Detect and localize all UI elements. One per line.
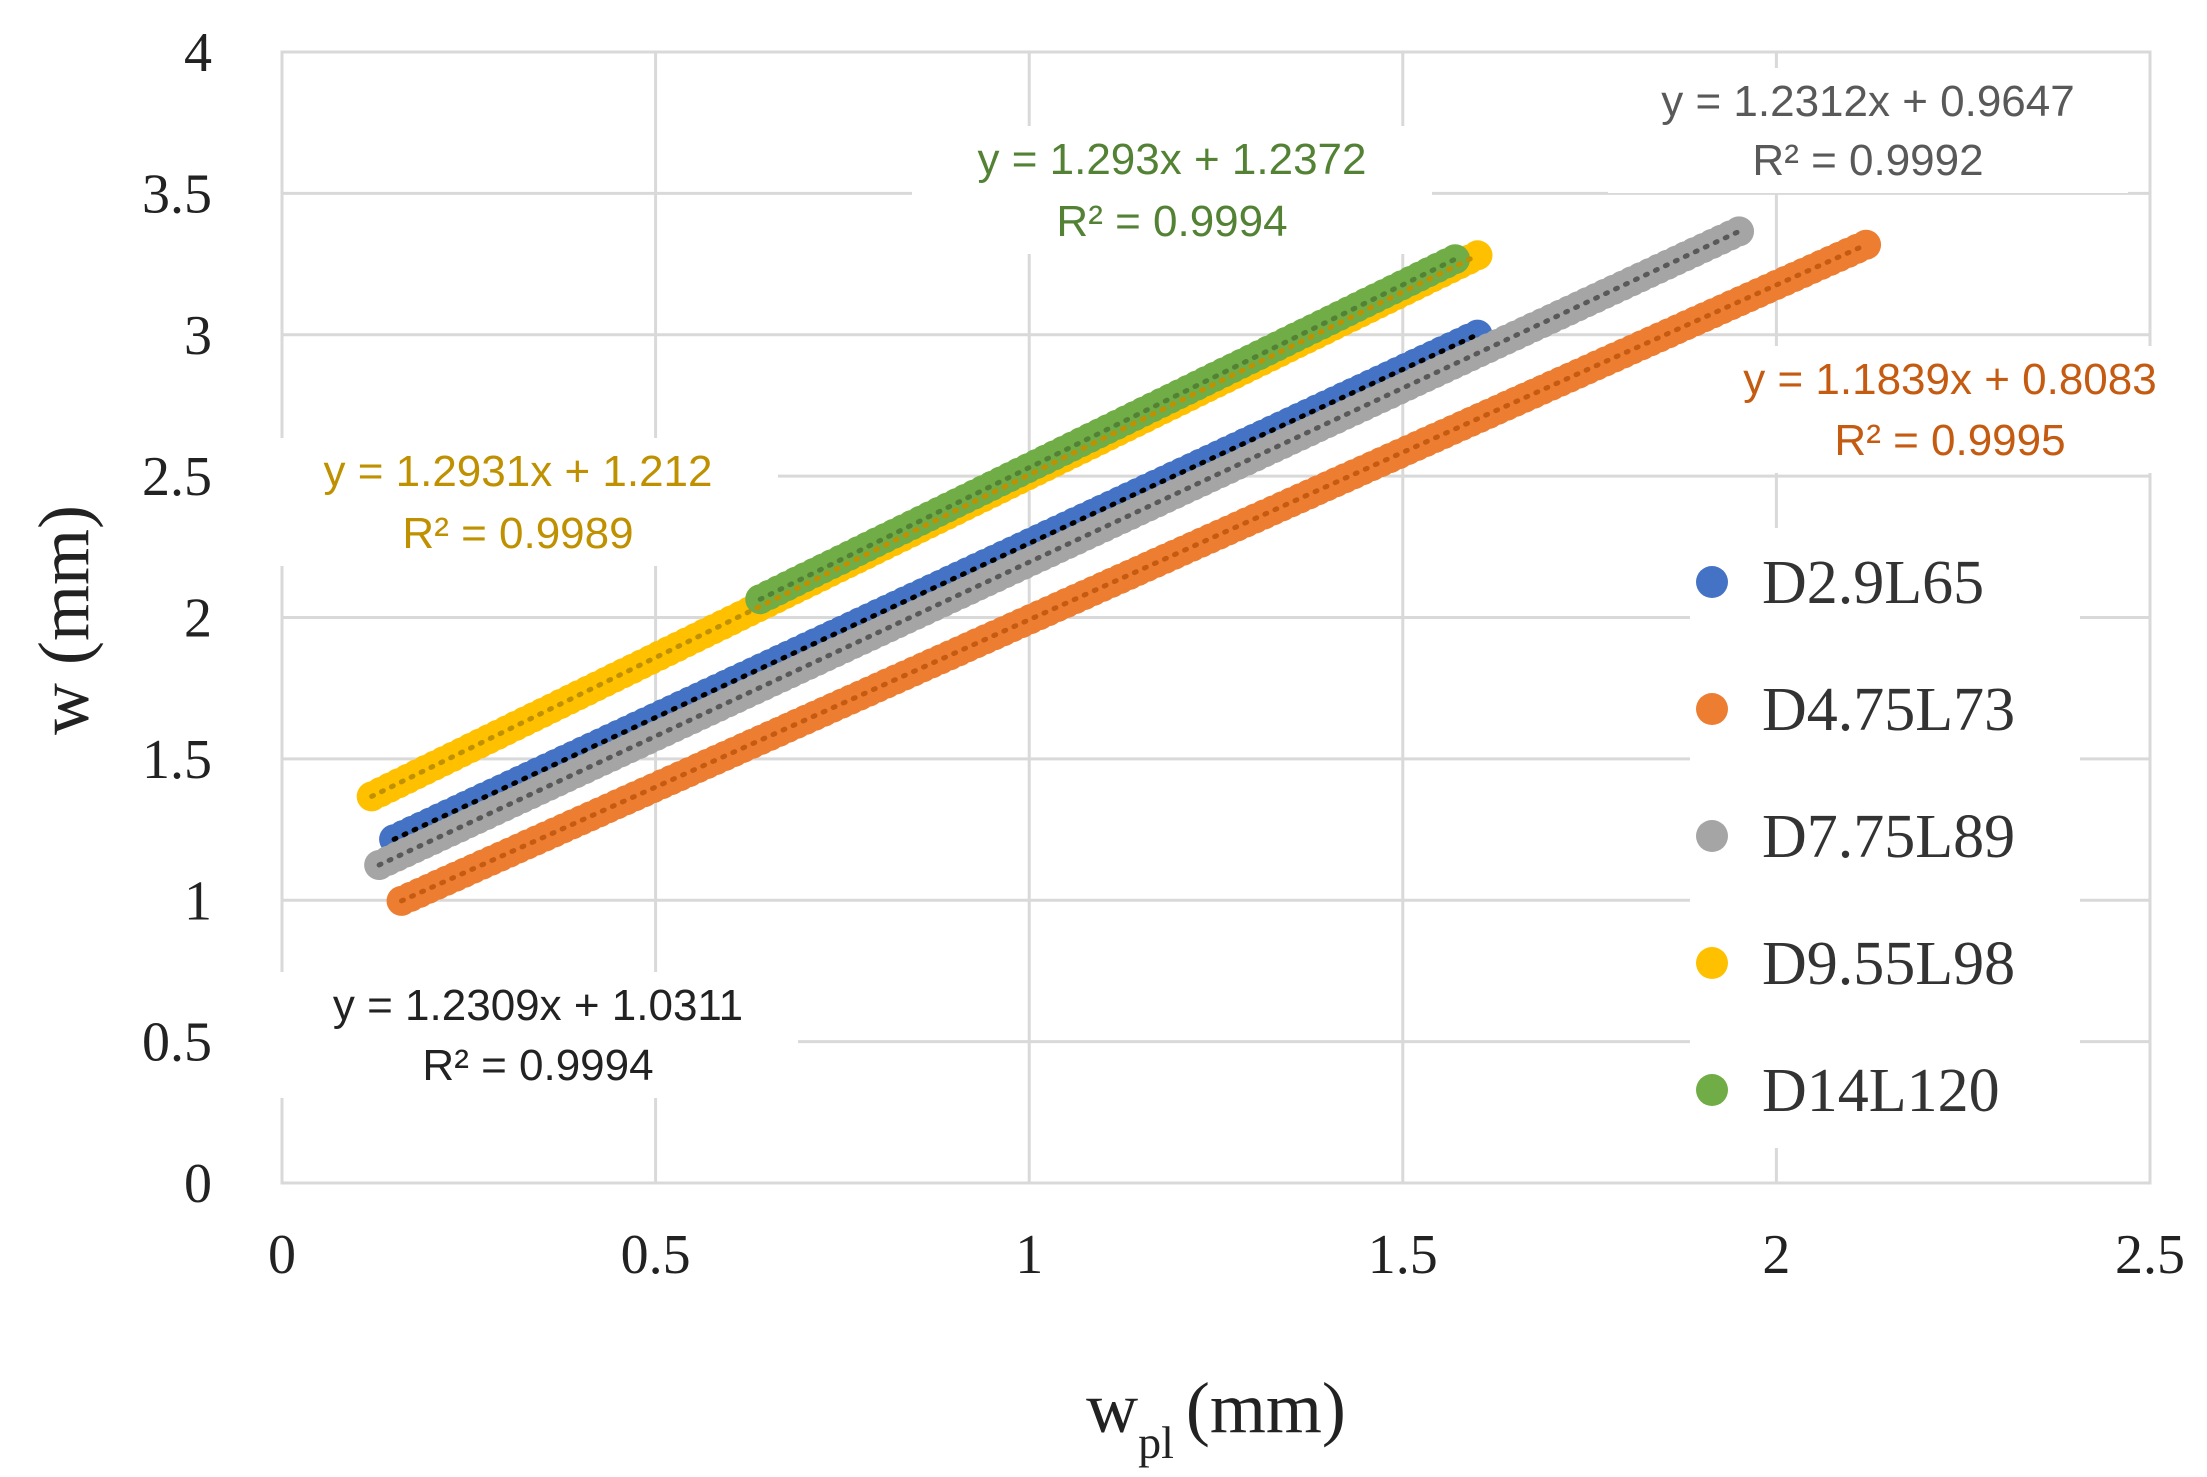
trend-r2-label: R² = 0.9992	[1752, 136, 1983, 185]
trend-r2-label: R² = 0.9995	[1834, 416, 2065, 465]
y-tick-label: 4	[184, 22, 212, 84]
trend-label-backdrop	[912, 126, 1432, 254]
legend-label: D2.9L65	[1762, 549, 1984, 617]
y-tick-label: 2.5	[142, 446, 212, 508]
trend-label-backdrop	[1690, 346, 2207, 473]
trendline-D9.55L98	[369, 252, 1481, 799]
y-tick-label: 0.5	[142, 1012, 212, 1074]
legend-marker-D4.75L73	[1696, 693, 1728, 725]
x-tick-label: 2.5	[2115, 1224, 2185, 1286]
x-tick-label: 2	[1762, 1224, 1790, 1286]
y-tick-label: 1.5	[142, 729, 212, 791]
y-tick-label: 3	[184, 305, 212, 367]
trend-equation-label: y = 1.1839x + 0.8083	[1743, 355, 2156, 404]
legend-background	[1690, 528, 2080, 1148]
y-tick-label: 3.5	[142, 163, 212, 225]
data-point	[1851, 229, 1882, 260]
x-tick-label: 1	[1015, 1224, 1043, 1286]
trend-label-backdrop	[278, 972, 798, 1098]
x-axis-title: wpl (mm)	[1086, 1368, 1346, 1468]
y-tick-label: 2	[184, 588, 212, 650]
legend-label: D14L120	[1762, 1057, 2000, 1125]
trend-equation-label: y = 1.2312x + 0.9647	[1661, 77, 2074, 126]
trend-label-backdrop	[258, 438, 778, 566]
trendline-D4.75L73	[399, 242, 1869, 904]
legend-marker-D14L120	[1696, 1074, 1728, 1106]
trendline-D2.9L65	[391, 332, 1481, 842]
x-tick-label: 0.5	[621, 1224, 691, 1286]
legend: D2.9L65 D4.75L73 D7.75L89 D9.55L98 D14L120	[1690, 528, 2080, 1148]
x-axis-title-main: w	[1086, 1368, 1138, 1448]
y-tick-label: 1	[184, 870, 212, 932]
trend-label-backdrop	[1608, 68, 2128, 193]
y-axis-title: w (mm)	[24, 505, 104, 735]
x-tick-label: 1.5	[1368, 1224, 1438, 1286]
trendline-D14L120	[757, 256, 1458, 602]
legend-label: D4.75L73	[1762, 676, 2015, 744]
trend-labels-layer: y = 1.2309x + 1.0311 R² = 0.9994 y = 1.183…	[324, 77, 2157, 1090]
x-tick-label: 0	[268, 1224, 296, 1286]
legend-marker-D7.75L89	[1696, 820, 1728, 852]
y-tick-label: 0	[184, 1153, 212, 1215]
legend-label: D9.55L98	[1762, 930, 2015, 998]
trend-equation-label: y = 1.2309x + 1.0311	[333, 981, 743, 1030]
trend-label-backgrounds	[258, 68, 2207, 1098]
legend-marker-D9.55L98	[1696, 947, 1728, 979]
x-axis-title-unit: (mm)	[1186, 1368, 1346, 1448]
data-point	[1462, 240, 1493, 271]
ticks-layer: 0 0.5 1 1.5 2 2.5 0 0.5 1 1.5 2 2.5 3 3.5 4	[142, 22, 2185, 1286]
legend-marker-D2.9L65	[1696, 566, 1728, 598]
legend-label: D7.75L89	[1762, 803, 2015, 871]
trend-r2-label: R² = 0.9994	[422, 1041, 653, 1090]
trend-r2-label: R² = 0.9994	[1056, 197, 1287, 246]
trendline-layer	[369, 228, 1869, 904]
trendline-D7.75L89	[376, 228, 1742, 868]
x-axis-title-subscript: pl	[1138, 1417, 1174, 1468]
trend-equation-label: y = 1.2931x + 1.212	[324, 447, 713, 496]
trend-equation-label: y = 1.293x + 1.2372	[978, 135, 1367, 184]
trend-r2-label: R² = 0.9989	[402, 509, 633, 558]
